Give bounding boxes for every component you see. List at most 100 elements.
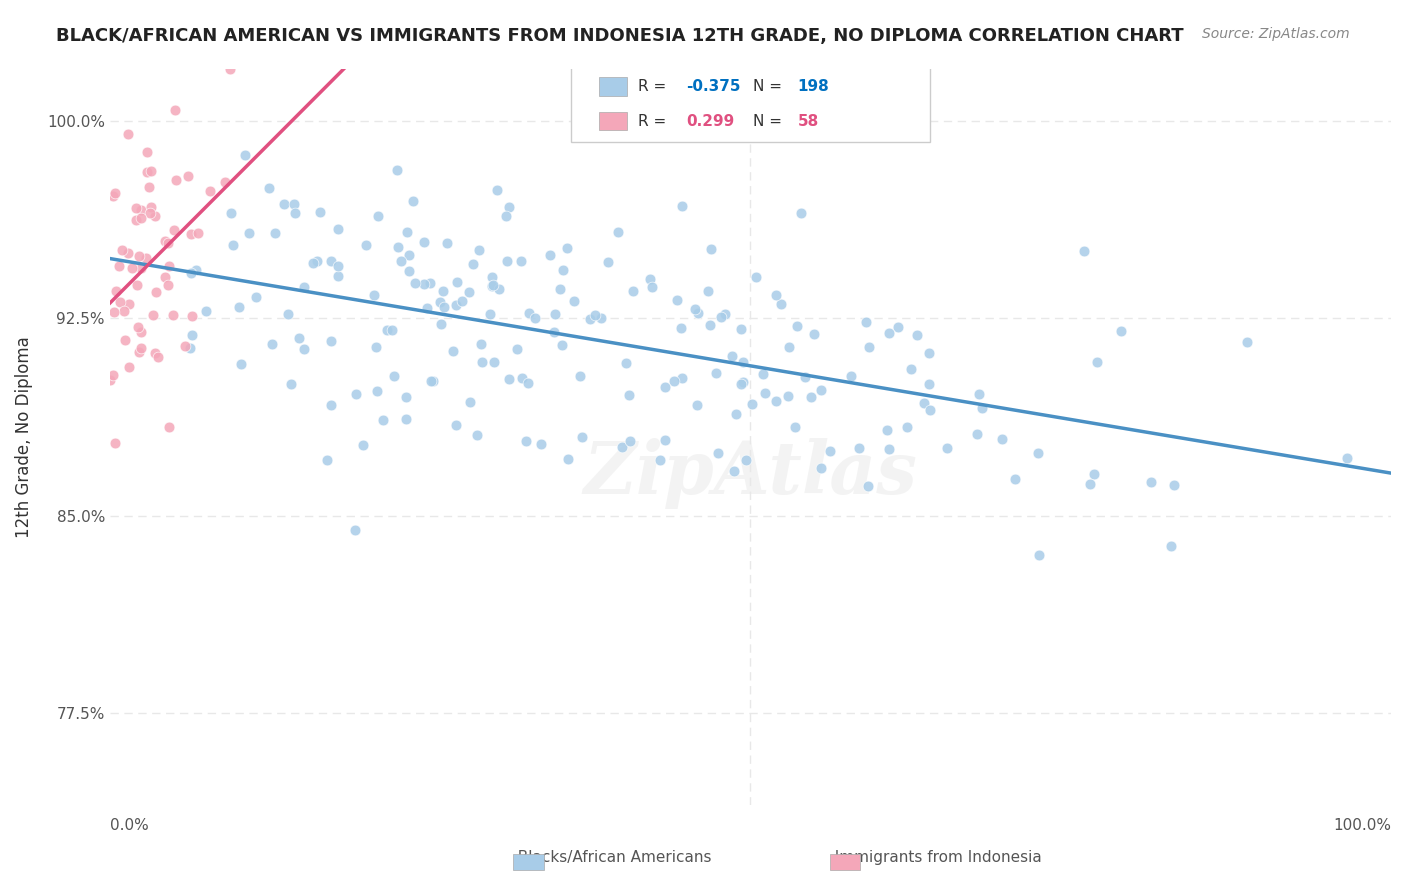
Point	[551, 262, 574, 277]
Point	[686, 398, 709, 412]
Point	[422, 374, 444, 388]
Point	[118, 297, 141, 311]
Point	[470, 337, 492, 351]
Point	[810, 461, 832, 475]
Point	[700, 242, 723, 256]
Point	[117, 245, 139, 260]
Point	[839, 369, 862, 384]
Point	[395, 390, 418, 404]
Point	[506, 342, 529, 356]
Point	[233, 148, 256, 162]
Point	[564, 293, 586, 308]
Point	[326, 268, 349, 283]
Text: N =: N =	[754, 79, 787, 95]
Text: R =: R =	[638, 79, 671, 95]
Point	[486, 183, 509, 197]
Point	[180, 309, 202, 323]
Point	[125, 201, 148, 215]
Point	[143, 346, 166, 360]
Point	[741, 397, 763, 411]
Point	[228, 300, 250, 314]
Point	[754, 386, 776, 401]
Point	[879, 442, 901, 457]
Point	[398, 263, 420, 277]
Point	[432, 284, 454, 298]
Point	[395, 412, 418, 426]
Point	[129, 211, 152, 226]
Point	[848, 441, 870, 455]
Text: 198: 198	[797, 79, 830, 95]
Point	[640, 271, 662, 285]
Point	[471, 355, 494, 369]
Point	[818, 444, 841, 458]
Point	[463, 257, 485, 271]
Point	[131, 325, 153, 339]
Point	[765, 288, 787, 302]
Point	[460, 395, 482, 409]
Point	[131, 341, 153, 355]
Point	[108, 295, 131, 310]
Point	[221, 206, 243, 220]
Point	[375, 323, 398, 337]
Point	[222, 238, 245, 252]
Point	[1111, 324, 1133, 338]
Point	[800, 390, 823, 404]
Point	[135, 251, 157, 265]
Point	[354, 237, 377, 252]
Point	[387, 240, 409, 254]
Point	[177, 169, 200, 184]
Point	[284, 206, 307, 220]
Point	[912, 396, 935, 410]
Point	[1004, 472, 1026, 486]
Point	[730, 377, 752, 392]
Point	[790, 206, 813, 220]
Point	[148, 351, 170, 365]
Point	[162, 308, 184, 322]
Point	[970, 401, 993, 416]
Point	[735, 452, 758, 467]
Point	[441, 343, 464, 358]
Point	[309, 204, 332, 219]
Point	[127, 277, 149, 292]
Point	[104, 435, 127, 450]
Point	[557, 241, 579, 255]
Point	[343, 523, 366, 537]
Point	[319, 399, 342, 413]
Point	[619, 388, 641, 402]
Point	[917, 376, 939, 391]
Point	[157, 236, 180, 251]
Point	[704, 366, 727, 380]
Point	[131, 202, 153, 217]
Point	[155, 235, 177, 249]
Point	[238, 226, 260, 240]
Point	[686, 305, 709, 319]
Point	[344, 387, 367, 401]
Point	[619, 434, 641, 448]
Point	[446, 275, 468, 289]
Point	[1083, 467, 1105, 481]
Point	[905, 328, 928, 343]
Point	[769, 297, 792, 311]
Point	[404, 277, 426, 291]
Point	[920, 403, 942, 417]
Point	[887, 320, 910, 334]
Point	[720, 349, 742, 363]
Point	[612, 440, 634, 454]
Point	[918, 346, 941, 360]
Text: 100.0%: 100.0%	[1333, 818, 1391, 833]
Point	[481, 278, 503, 293]
Point	[1078, 477, 1101, 491]
Point	[430, 318, 453, 332]
Point	[101, 188, 124, 202]
Point	[288, 331, 311, 345]
Point	[219, 62, 242, 76]
Point	[482, 278, 505, 293]
Point	[664, 374, 686, 388]
Point	[495, 209, 517, 223]
Point	[519, 306, 541, 320]
Point	[273, 197, 295, 211]
Point	[111, 243, 134, 257]
Point	[730, 322, 752, 336]
Point	[654, 379, 676, 393]
Point	[569, 369, 592, 384]
